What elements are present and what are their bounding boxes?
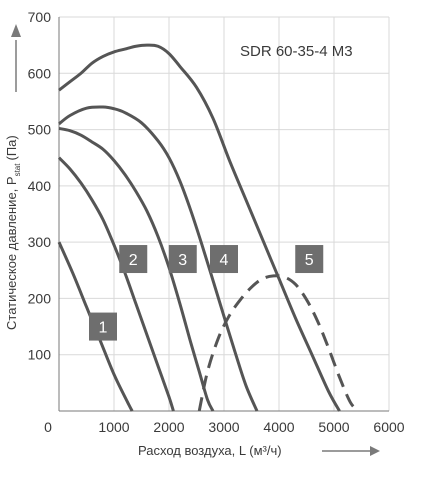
y-tick-label: 700	[28, 9, 52, 25]
x-tick-label: 4000	[263, 419, 294, 435]
y-tick-label: 600	[28, 65, 52, 81]
y-axis-title: Статическое давление, Pstat(Па)	[4, 135, 22, 330]
y-tick-label: 300	[28, 234, 52, 250]
badge-box	[89, 312, 117, 341]
y-tick-label: 100	[28, 347, 52, 363]
x-tick-label: 2000	[153, 419, 184, 435]
x-tick-label: 0	[44, 419, 52, 435]
y-tick-label: 200	[28, 290, 52, 306]
series-line-3	[58, 126, 215, 412]
series-lines	[57, 43, 360, 413]
curve-badge-4: 4	[210, 245, 238, 274]
curve-badges: 1 2 3 4 5	[89, 245, 324, 341]
y-axis-label: Статическое давление, Pstat(Па)	[4, 135, 22, 330]
grid	[58, 16, 390, 411]
x-tick-label: 1000	[98, 419, 129, 435]
curve-badge-5: 5	[295, 245, 324, 274]
badge-box	[295, 245, 324, 274]
x-tick-labels: 0 1000 2000 3000 4000 5000 6000	[44, 419, 405, 435]
badge-label: 5	[305, 252, 314, 269]
badge-label: 2	[129, 252, 138, 269]
badge-label: 3	[178, 252, 187, 269]
y-arrow-head	[11, 24, 21, 37]
y-tick-label: 500	[28, 122, 52, 138]
curve-badge-3: 3	[168, 245, 197, 274]
badge-label: 1	[99, 320, 108, 337]
x-tick-label: 3000	[208, 419, 239, 435]
badge-box	[210, 245, 238, 274]
y-tick-labels: 100 200 300 400 500 600 700	[28, 9, 52, 363]
x-axis-title: Расход воздуха, L (м³/ч)	[138, 443, 380, 458]
badge-box	[168, 245, 197, 274]
badge-label: 4	[220, 252, 229, 269]
x-tick-label: 6000	[373, 419, 404, 435]
x-axis-label: Расход воздуха, L (м³/ч)	[138, 443, 282, 458]
series-line-4	[58, 105, 259, 412]
y-tick-label: 400	[28, 178, 52, 194]
series-line-5	[58, 43, 341, 412]
axes	[58, 17, 389, 412]
badge-box	[119, 245, 148, 274]
chart-title: SDR 60-35-4 M3	[240, 43, 353, 60]
curve-badge-2: 2	[119, 245, 148, 274]
series-line-1	[57, 241, 134, 412]
curve-badge-1: 1	[89, 312, 117, 341]
efficiency-curve-dashed	[197, 274, 360, 413]
x-arrow-head	[370, 446, 380, 456]
x-tick-label: 5000	[318, 419, 349, 435]
